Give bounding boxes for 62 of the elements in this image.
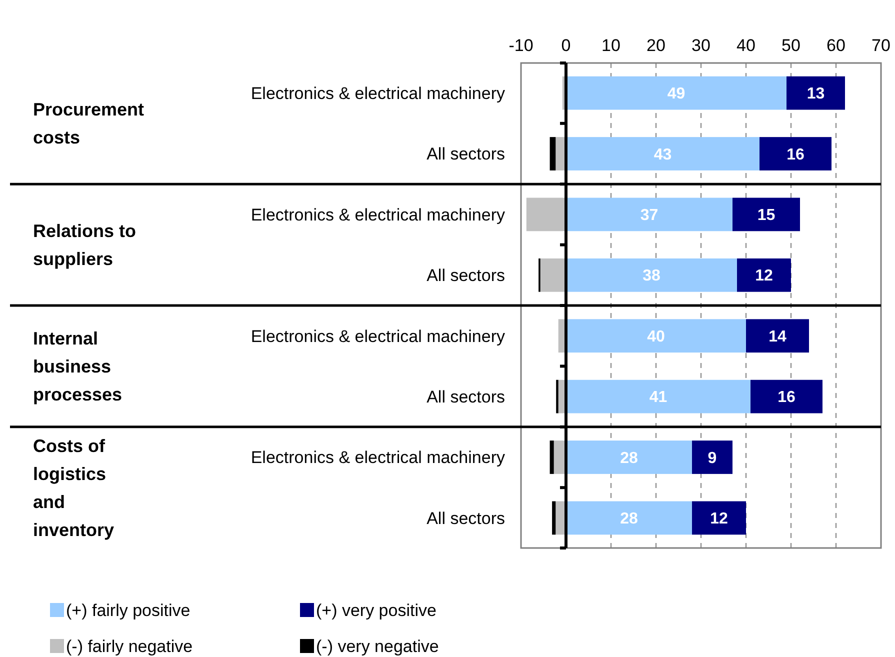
x-tick-label: 30: [692, 36, 710, 55]
y-tick-label: Electronics & electrical machinery: [250, 84, 506, 103]
data-label: 16: [786, 146, 804, 164]
text: Costs of logistics and inventory: [33, 436, 114, 540]
bar: [566, 380, 750, 414]
legend-label: (-) very negative: [316, 636, 439, 656]
data-label: 40: [647, 328, 665, 346]
data-label: 28: [620, 510, 638, 528]
bar: [566, 258, 737, 292]
x-tick-label: 70: [872, 36, 890, 55]
x-tick-label: 20: [646, 36, 666, 55]
data-label: 28: [620, 450, 638, 467]
y-tick-label: All sectors: [426, 266, 505, 286]
data-label: 16: [778, 389, 796, 406]
data-label: 37: [640, 207, 658, 224]
legend-label: (-) fairly negative: [66, 636, 193, 656]
bar: [786, 76, 845, 110]
bar: [550, 440, 554, 474]
data-label: 38: [642, 268, 660, 285]
y-tick-label: Electronics & electrical machinery: [250, 448, 506, 468]
bar: [566, 137, 760, 170]
y-tick-label: All sectors: [426, 144, 505, 164]
data-label: 14: [768, 328, 786, 346]
x-tick-label: 40: [736, 36, 756, 55]
data-label: 41: [649, 389, 668, 406]
y-tick-label: All sectors: [426, 388, 505, 406]
bar: [566, 319, 746, 353]
bar: [552, 501, 556, 535]
y-tick-label: Electronics & electrical machinery: [250, 326, 506, 346]
legend-label: (+) very positive: [316, 600, 436, 620]
bar: [737, 258, 791, 292]
bar: [692, 501, 746, 535]
bar: [566, 198, 732, 232]
data-label: 43: [654, 146, 672, 164]
bar: [732, 198, 800, 232]
bar: [566, 501, 692, 535]
bar: [566, 440, 692, 474]
text: Internal business processes: [33, 328, 122, 404]
x-tick-label: -10: [508, 36, 534, 55]
x-tick-label: 10: [602, 36, 620, 55]
bar: [750, 380, 822, 414]
bar: [526, 198, 566, 232]
bar: [566, 76, 786, 110]
x-tick-label: 0: [561, 36, 571, 55]
text: Relations to suppliers: [33, 221, 136, 270]
bar: [760, 137, 832, 170]
legend-label: (+) fairly positive: [66, 600, 190, 620]
data-label: 12: [755, 268, 773, 285]
text: Procurement costs: [33, 100, 144, 148]
bar: [540, 258, 566, 292]
x-tick-label: 50: [782, 36, 800, 55]
y-tick-label: All sectors: [426, 508, 505, 528]
bar: [692, 440, 732, 474]
data-label: 12: [710, 510, 728, 528]
data-label: 49: [667, 86, 686, 103]
data-label: 9: [708, 450, 717, 467]
y-tick-label: Electronics & electrical machinery: [250, 205, 506, 224]
x-tick-label: 60: [826, 36, 846, 55]
data-label: 13: [806, 86, 825, 103]
data-label: 15: [757, 207, 776, 224]
bar: [550, 137, 556, 170]
bar: [746, 319, 809, 353]
